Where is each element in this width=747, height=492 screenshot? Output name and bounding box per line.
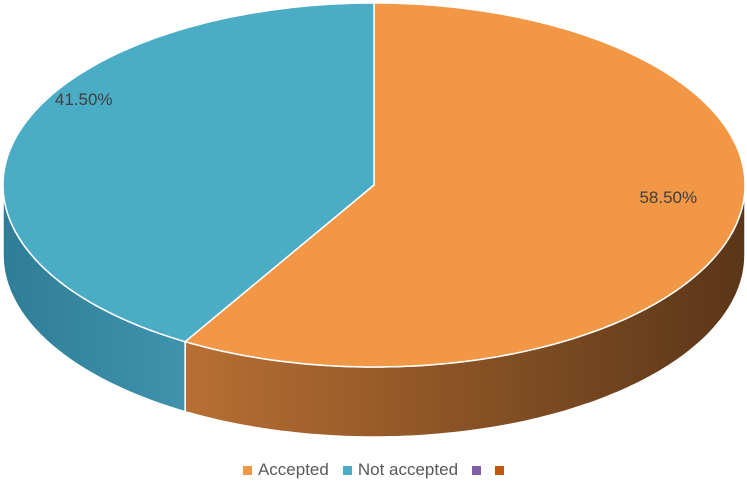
legend-entry — [472, 465, 482, 475]
pie-chart: 58.50% 41.50% — [2, 2, 746, 438]
legend-swatch — [242, 465, 252, 475]
legend-label: Accepted — [257, 460, 329, 479]
data-label: 58.50% — [639, 188, 697, 207]
legend-entry: Not accepted — [342, 460, 459, 480]
legend: Accepted Not accepted — [0, 460, 747, 480]
legend-swatch — [342, 465, 352, 475]
data-label: 41.50% — [55, 90, 113, 109]
legend-entry: Accepted — [242, 460, 329, 480]
legend-swatch — [472, 465, 482, 475]
legend-label: Not accepted — [357, 460, 459, 479]
legend-swatch — [495, 465, 505, 475]
slice — [2, 2, 375, 343]
legend-entry — [495, 465, 505, 475]
slice — [183, 2, 746, 368]
